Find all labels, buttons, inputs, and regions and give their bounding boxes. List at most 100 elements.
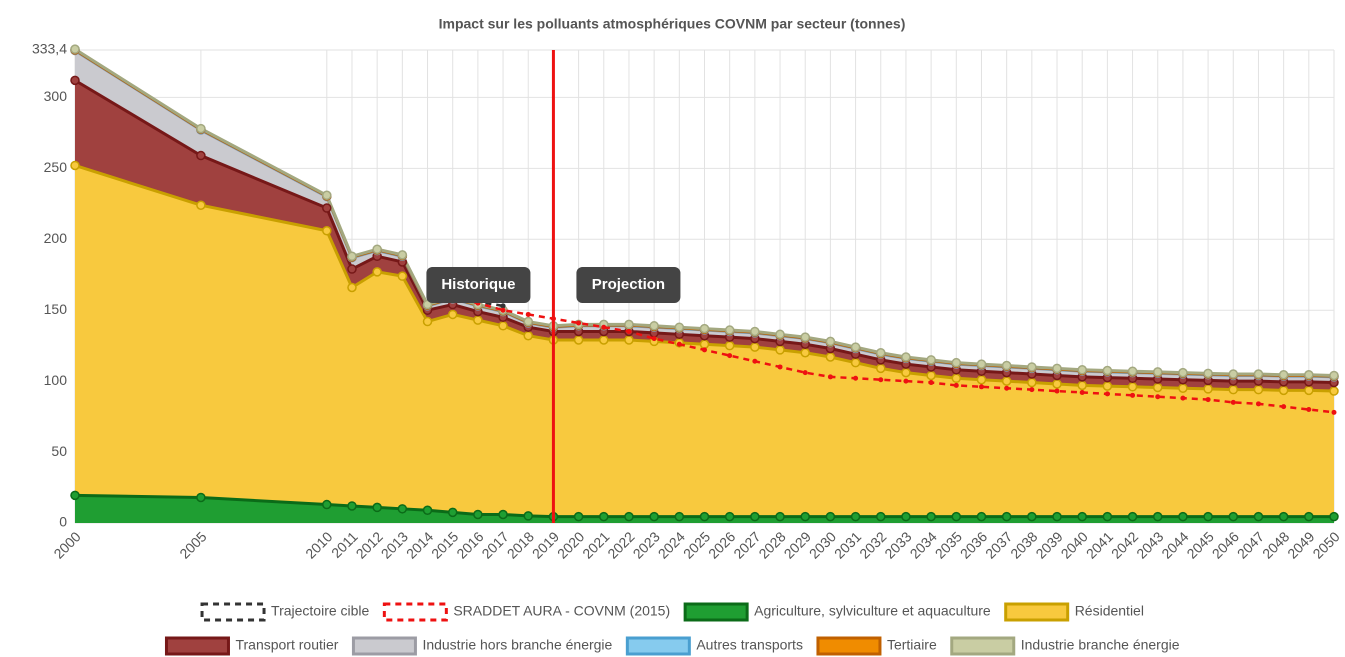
- point: [1077, 380, 1087, 391]
- x-tick-label: 2048: [1259, 528, 1292, 561]
- x-tick-label: 2000: [50, 528, 83, 561]
- target-point: [878, 377, 884, 383]
- target-point: [500, 303, 506, 309]
- point: [926, 355, 936, 365]
- y-tick-label: 0: [59, 514, 67, 530]
- x-tick-label: 2017: [478, 528, 511, 561]
- point: [1127, 382, 1138, 392]
- legend-item: Tertiaire: [816, 636, 937, 656]
- legend-label: Industrie branche énergie: [1021, 637, 1180, 653]
- point: [1228, 511, 1239, 522]
- point: [901, 367, 911, 378]
- point: [1152, 382, 1163, 393]
- target-point: [1255, 401, 1261, 407]
- target-point: [928, 380, 934, 386]
- point: [1228, 384, 1239, 395]
- point: [850, 511, 861, 522]
- point: [850, 342, 861, 352]
- point: [951, 357, 962, 368]
- target-point: [651, 336, 657, 342]
- x-tick-label: 2021: [579, 528, 612, 561]
- point: [422, 316, 433, 327]
- x-tick-label: 2015: [428, 528, 461, 561]
- x-tick-label: 2037: [982, 528, 1015, 561]
- point: [1253, 384, 1264, 395]
- legend-label: SRADDET AURA - COVNM (2015): [453, 603, 670, 619]
- x-tick-label: 2036: [957, 528, 990, 561]
- legend-item: Résidentiel: [1004, 602, 1144, 622]
- point: [1027, 362, 1037, 372]
- point: [699, 323, 710, 334]
- point: [750, 342, 760, 352]
- x-tick-label: 2047: [1234, 528, 1267, 561]
- point: [1329, 511, 1339, 522]
- target-point: [1054, 388, 1060, 394]
- point: [372, 267, 382, 277]
- target-point: [676, 341, 682, 347]
- legend-label: Trajectoire cible: [271, 603, 370, 619]
- point: [523, 511, 533, 521]
- target-point: [777, 364, 783, 370]
- legend-swatch: [351, 636, 417, 656]
- point: [976, 359, 987, 369]
- point: [775, 329, 785, 340]
- target-point: [752, 358, 758, 364]
- x-tick-label: 2035: [932, 528, 965, 561]
- target-point: [853, 375, 859, 381]
- x-tick-label: 2018: [504, 528, 537, 561]
- y-tick-label: 333,4: [32, 41, 67, 57]
- point: [196, 123, 206, 134]
- area-fill: [75, 495, 1334, 523]
- point: [1278, 511, 1289, 522]
- point: [1304, 511, 1314, 522]
- point: [70, 160, 80, 171]
- y-tick-label: 250: [44, 159, 68, 175]
- target-point: [1155, 394, 1161, 400]
- point: [1203, 384, 1213, 394]
- point: [447, 309, 458, 320]
- target-point: [1230, 399, 1236, 405]
- y-tick-label: 100: [44, 372, 68, 388]
- point: [1203, 368, 1213, 379]
- annotation-box: [426, 267, 531, 303]
- point: [724, 511, 735, 522]
- point: [1052, 363, 1062, 374]
- target-point: [500, 307, 506, 313]
- point: [422, 299, 433, 310]
- point: [1102, 511, 1113, 522]
- y-tick-label: 50: [51, 443, 67, 459]
- point: [347, 251, 357, 262]
- target-point: [1104, 391, 1110, 397]
- point: [825, 511, 836, 522]
- x-tick-label: 2042: [1108, 528, 1141, 561]
- point: [1052, 379, 1062, 389]
- point: [1052, 511, 1062, 522]
- legend-label: Agriculture, sylviculture et aquaculture: [754, 603, 991, 619]
- target-point: [802, 370, 808, 376]
- point: [322, 190, 332, 201]
- point: [397, 504, 408, 514]
- point: [876, 363, 886, 374]
- point: [397, 250, 408, 260]
- point: [473, 509, 483, 520]
- point: [498, 321, 508, 331]
- point: [573, 511, 584, 522]
- x-tick-label: 2030: [806, 528, 839, 561]
- point: [1102, 381, 1113, 391]
- x-tick-label: 2039: [1032, 528, 1065, 561]
- legend-swatch: [816, 636, 882, 656]
- x-tick-label: 2038: [1007, 528, 1040, 561]
- x-tick-label: 2050: [1309, 528, 1342, 561]
- legend-row: Trajectoire cible SRADDET AURA - COVNM (2…: [200, 602, 1144, 622]
- target-point: [827, 374, 833, 380]
- x-tick-label: 2016: [453, 528, 486, 561]
- point: [1304, 385, 1314, 396]
- point: [573, 335, 584, 345]
- point: [523, 330, 533, 341]
- point: [1329, 370, 1339, 381]
- point: [624, 511, 634, 522]
- target-point: [903, 378, 909, 384]
- point: [951, 373, 962, 384]
- point: [1152, 367, 1163, 377]
